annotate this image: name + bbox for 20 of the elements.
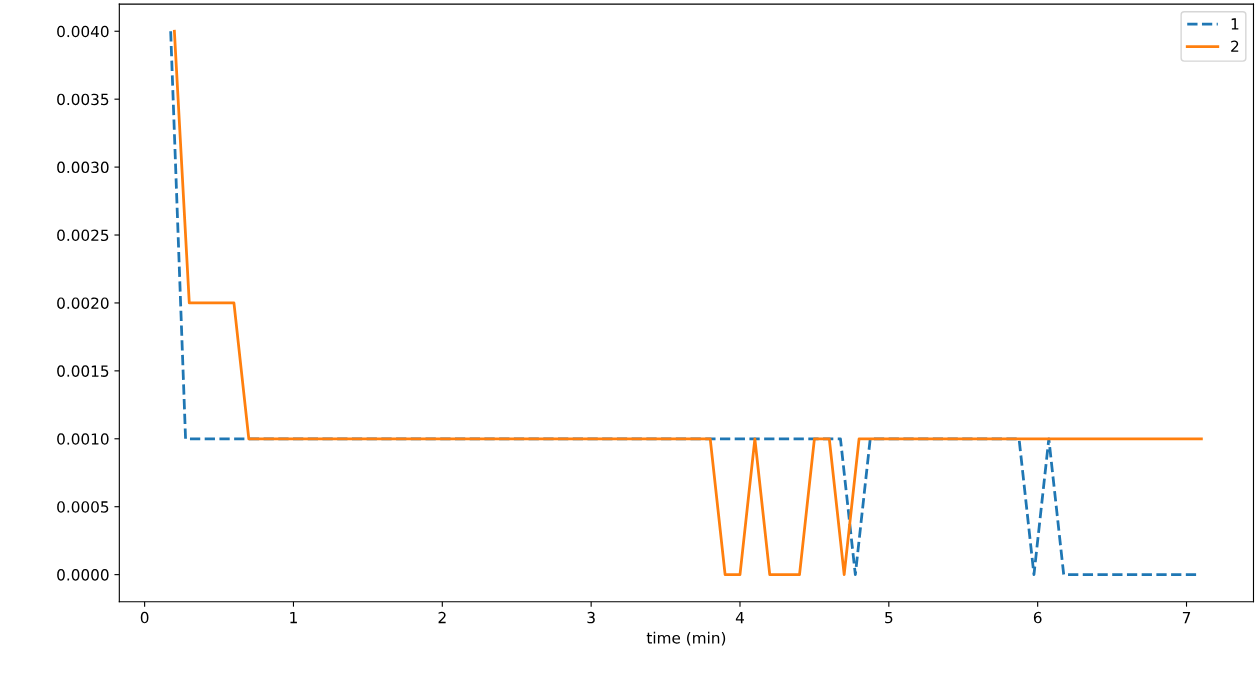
x-tick-label: 4	[735, 611, 744, 624]
y-tick-label: 0.0030	[57, 161, 109, 174]
y-tick-label: 0.0020	[57, 297, 109, 309]
y-tick-label: 0.0005	[57, 501, 109, 513]
x-tick-label: 6	[1033, 611, 1042, 624]
y-tick-label: 0.0035	[57, 93, 109, 106]
y-tick-label: 0.0010	[57, 433, 109, 445]
y-tick-label: 0.0040	[57, 25, 109, 38]
y-tick-label: 0.0000	[57, 569, 109, 581]
x-tick-label: 0	[140, 611, 149, 624]
x-axis-title: time (min)	[646, 631, 726, 646]
y-tick-label: 0.0025	[57, 229, 109, 242]
x-tick-label: 5	[885, 611, 893, 624]
legend-label: 2	[1231, 40, 1239, 52]
x-tick-label: 7	[1182, 611, 1191, 624]
x-tick-label: 2	[438, 611, 446, 624]
x-tick-label: 3	[587, 611, 595, 624]
legend-label: 1	[1231, 18, 1239, 30]
x-tick-label: 1	[290, 611, 297, 624]
y-tick-label: 0.0015	[57, 365, 109, 377]
